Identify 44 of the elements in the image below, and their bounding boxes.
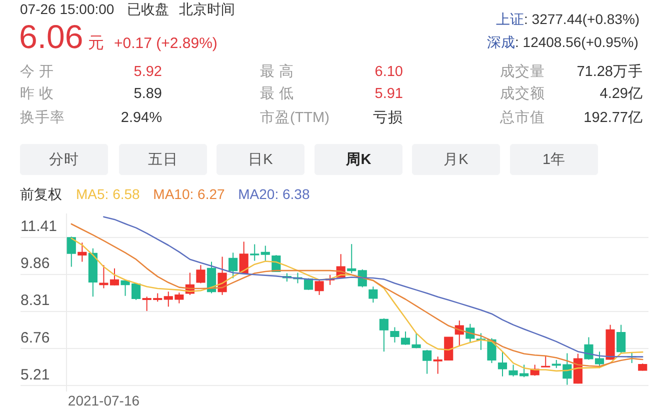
text: 6.10 [374, 64, 403, 80]
text: 71.28万手 [576, 63, 643, 80]
text: 市盈(TTM) [260, 109, 330, 126]
text: 昨 收 [20, 85, 54, 102]
text: 换手率 [20, 109, 65, 126]
y-tick-label: 5.21 [20, 366, 50, 384]
text: 五日 [148, 152, 178, 168]
text: 1年 [542, 151, 566, 168]
text: 2.94% [120, 110, 162, 126]
text: 今 开 [20, 63, 54, 80]
y-tick-label: 8.31 [20, 292, 50, 310]
text: 5.91 [374, 86, 403, 102]
text: : 3277.44(+0.83%) [524, 11, 640, 27]
y-tick-label: 6.76 [20, 329, 50, 346]
text: 5.89 [134, 86, 162, 102]
text: 深成 [487, 34, 515, 50]
text: 6.06 [19, 18, 84, 55]
text: 总市值 [499, 109, 545, 126]
text: 北京时间 [179, 1, 235, 17]
text: 成交量 [500, 63, 545, 80]
text: 上证 [496, 11, 524, 27]
text: 成交额 [500, 85, 545, 102]
x-tick-label: 2021-07-16 [68, 392, 140, 408]
text: +0.17 (+2.89%) [114, 35, 218, 52]
text: 5.92 [134, 64, 162, 80]
text: : 12408.56(+0.95%) [515, 34, 638, 50]
text: 已收盘 [127, 1, 169, 17]
text: 07-26 15:00:00 [20, 1, 114, 17]
text: 周K [344, 151, 372, 168]
text: 最 低 [260, 86, 294, 102]
text: 月K [444, 152, 469, 168]
text: 分时 [49, 151, 79, 168]
text: 日K [248, 152, 274, 168]
text: 最 高 [260, 63, 294, 80]
text: 元 [88, 35, 104, 52]
text: 192.77亿 [584, 110, 643, 126]
text: MA10: 6.27 [153, 186, 225, 202]
text: MA5: 6.58 [76, 186, 140, 202]
y-tick-label: 11.41 [20, 218, 57, 236]
text: 4.29亿 [600, 86, 643, 102]
y-tick-label: 9.86 [20, 255, 50, 272]
text: 亏损 [373, 109, 403, 126]
text: MA20: 6.38 [238, 186, 310, 202]
legend-title: 前复权 [20, 186, 62, 202]
